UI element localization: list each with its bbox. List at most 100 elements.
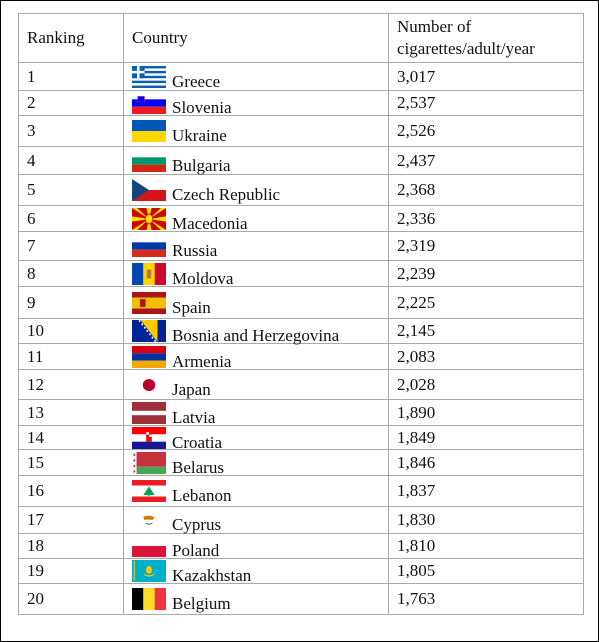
country-cell: Ukraine — [123, 115, 389, 147]
country-cell: Bulgaria — [123, 146, 389, 175]
country-name: Czech Republic — [172, 185, 281, 204]
cigarettes-value-cell: 2,083 — [388, 343, 584, 370]
table-row: 8 Moldova 2,239 — [18, 260, 584, 288]
cigarette-consumption-table: Ranking Country Number of cigarettes/adu… — [18, 13, 584, 615]
table-row: 7 Russia 2,319 — [18, 231, 584, 261]
country-cell: Kazakhstan — [123, 558, 389, 585]
country-entry: Japan — [132, 373, 380, 399]
moldova-flag — [132, 262, 166, 285]
cigarettes-value-cell: 1,810 — [388, 533, 584, 559]
ranking-cell: 5 — [18, 174, 124, 206]
cigarettes-value-cell: 1,805 — [388, 558, 584, 584]
table-row: 1 Greece 3,017 — [18, 62, 584, 91]
poland-flag — [132, 535, 166, 557]
bosnia-flag — [132, 320, 166, 342]
cigarettes-value-cell: 2,526 — [388, 115, 584, 147]
cigarettes-value-cell: 2,319 — [388, 231, 584, 261]
country-name: Japan — [172, 379, 211, 399]
ranking-cell: 16 — [18, 475, 124, 507]
country-entry: Czech Republic — [132, 179, 380, 204]
ranking-cell: 11 — [18, 343, 124, 370]
country-cell: Japan — [123, 369, 389, 400]
cigarettes-value-cell: 2,239 — [388, 260, 584, 287]
country-name: Belgium — [172, 594, 231, 613]
ranking-cell: 18 — [18, 533, 124, 559]
country-name: Belarus — [172, 457, 224, 477]
country-cell: Armenia — [123, 343, 389, 371]
table-row: 6 Macedonia 2,336 — [18, 205, 584, 233]
country-name: Moldova — [172, 268, 234, 288]
country-entry: Lebanon — [132, 480, 380, 505]
header-ranking: Ranking — [18, 13, 124, 63]
table-row: 13 Latvia 1,890 — [18, 399, 584, 427]
country-name: Poland — [172, 541, 220, 560]
table-row: 10 Bosnia and Herzegovina 2,145 — [18, 318, 584, 345]
country-entry: Kazakhstan — [132, 560, 380, 585]
table-row: 9 Spain 2,225 — [18, 286, 584, 319]
russia-flag — [132, 235, 166, 257]
header-row: Ranking Country Number of cigarettes/adu… — [18, 13, 584, 63]
country-name: Slovenia — [172, 98, 232, 117]
country-entry: Slovenia — [132, 92, 380, 117]
greece-flag — [132, 65, 166, 88]
country-name: Greece — [172, 71, 221, 91]
country-name: Kazakhstan — [172, 566, 252, 585]
table-row: 19 Kazakhstan 1,805 — [18, 558, 584, 585]
ranking-cell: 4 — [18, 146, 124, 175]
country-name: Ukraine — [172, 126, 227, 145]
country-entry: Poland — [132, 535, 380, 560]
latvia-flag — [132, 401, 166, 424]
ranking-cell: 19 — [18, 558, 124, 584]
ranking-cell: 2 — [18, 90, 124, 116]
table-row: 18 Poland 1,810 — [18, 533, 584, 560]
japan-flag — [132, 373, 166, 396]
belgium-flag — [132, 588, 166, 610]
country-cell: Belgium — [123, 583, 389, 615]
country-entry: Armenia — [132, 345, 380, 371]
table-row: 14 Croatia 1,849 — [18, 425, 584, 452]
table-row: 5 Czech Republic 2,368 — [18, 174, 584, 206]
country-entry: Cyprus — [132, 509, 380, 534]
lebanon-flag — [132, 480, 166, 502]
country-name: Cyprus — [172, 515, 222, 534]
cigarettes-value-cell: 1,837 — [388, 475, 584, 507]
table-row: 20 Belgium 1,763 — [18, 583, 584, 615]
country-entry: Belarus — [132, 451, 380, 477]
ranking-cell: 12 — [18, 369, 124, 400]
country-entry: Belgium — [132, 588, 380, 613]
country-entry: Croatia — [132, 426, 380, 452]
cigarettes-value-cell: 1,890 — [388, 399, 584, 426]
ranking-cell: 9 — [18, 286, 124, 319]
cigarettes-value-cell: 2,145 — [388, 318, 584, 344]
country-name: Armenia — [172, 351, 232, 371]
ranking-cell: 14 — [18, 425, 124, 450]
country-entry: Ukraine — [132, 120, 380, 145]
czech-republic-flag — [132, 179, 166, 201]
country-entry: Bulgaria — [132, 149, 380, 175]
country-cell: Russia — [123, 231, 389, 261]
cigarettes-value-cell: 1,846 — [388, 449, 584, 476]
header-value: Number of cigarettes/adult/year — [388, 13, 584, 63]
country-cell: Moldova — [123, 260, 389, 288]
cyprus-flag — [132, 509, 166, 531]
country-cell: Greece — [123, 62, 389, 91]
table-row: 17 Cyprus 1,830 — [18, 506, 584, 534]
country-cell: Spain — [123, 286, 389, 319]
cigarettes-value-cell: 2,437 — [388, 146, 584, 175]
cigarettes-value-cell: 2,028 — [388, 369, 584, 400]
country-cell: Czech Republic — [123, 174, 389, 206]
table-row: 11 Armenia 2,083 — [18, 343, 584, 371]
country-cell: Slovenia — [123, 90, 389, 117]
country-name: Russia — [172, 241, 218, 260]
country-entry: Moldova — [132, 262, 380, 288]
ranking-cell: 13 — [18, 399, 124, 426]
country-cell: Cyprus — [123, 506, 389, 534]
country-entry: Spain — [132, 291, 380, 317]
country-entry: Russia — [132, 235, 380, 260]
cigarettes-value-cell: 2,537 — [388, 90, 584, 116]
cigarettes-value-cell: 2,368 — [388, 174, 584, 206]
ukraine-flag — [132, 120, 166, 142]
country-name: Croatia — [172, 432, 223, 452]
country-cell: Belarus — [123, 449, 389, 477]
